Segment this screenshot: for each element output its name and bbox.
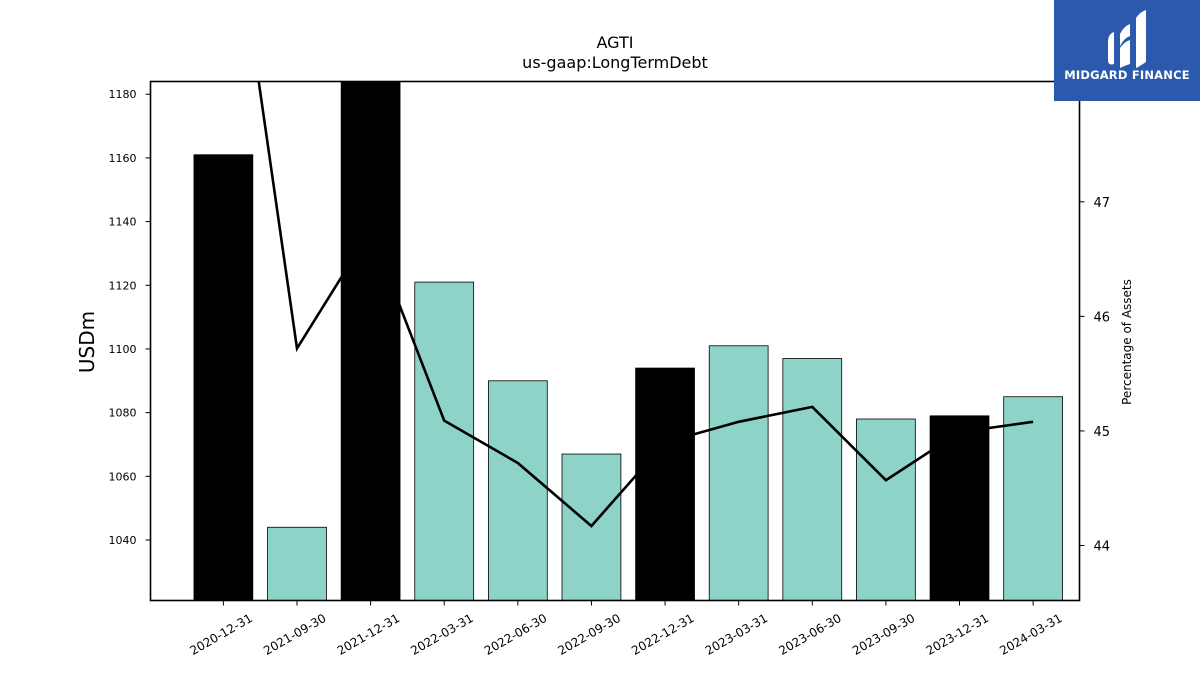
bar-2022-06-30 [487, 380, 548, 601]
logo-mark-icon [1108, 10, 1146, 68]
chart-subtitle: us-gaap:LongTermDebt [522, 53, 708, 72]
x-tick-label: 2023-06-30 [776, 611, 843, 658]
bar-2022-03-31 [414, 281, 475, 601]
x-tick-label: 2021-12-31 [335, 611, 402, 658]
line-series [257, 81, 1034, 528]
x-tick-label: 2021-09-30 [261, 611, 328, 658]
y-tick-label: 1080 [109, 407, 137, 420]
y2-tick-label: 47 [1094, 196, 1111, 211]
brand-name: MIDGARD FINANCE [1064, 68, 1190, 82]
y-tick-label: 1120 [109, 279, 137, 292]
x-tick-label: 2022-09-30 [556, 611, 623, 658]
chart-title: AGTI [597, 33, 634, 52]
bar-series [193, 81, 1063, 601]
percentage-line [257, 81, 1034, 528]
y-tick-label: 1160 [109, 152, 137, 165]
y2-axis-label: Percentage of Assets [1120, 279, 1134, 405]
y2-tick-label: 44 [1094, 540, 1111, 555]
bar-2021-09-30 [267, 526, 327, 601]
bar-2023-06-30 [782, 358, 843, 601]
x-tick-label: 2023-09-30 [850, 611, 917, 658]
brand-logo: MIDGARD FINANCE [1054, 0, 1200, 101]
x-tick-label: 2024-03-31 [997, 611, 1064, 658]
x-tick-label: 2023-12-31 [924, 611, 991, 658]
y-tick-label: 1140 [109, 216, 137, 229]
y2-tick-label: 46 [1094, 310, 1111, 325]
x-tick-label: 2022-06-30 [482, 611, 549, 658]
x-tick-label: 2020-12-31 [187, 611, 254, 658]
plot-frame [149, 80, 1081, 602]
x-tick-label: 2022-03-31 [408, 611, 475, 658]
x-tick-label: 2022-12-31 [629, 611, 696, 658]
x-axis: 2020-12-31 2021-09-30 2021-12-31 2022-03-31… [187, 600, 1065, 658]
y-tick-label: 1180 [109, 88, 137, 101]
bar-2020-12-31 [193, 154, 254, 601]
y-tick-label: 1100 [109, 343, 137, 356]
bar-2023-12-31 [929, 415, 990, 601]
y-axis-right: 44 45 46 47 [1079, 196, 1111, 555]
bar-2024-03-31 [1003, 396, 1063, 601]
bar-2023-09-30 [856, 418, 916, 601]
bar-2022-12-31 [635, 367, 695, 601]
bar-2021-12-31 [340, 81, 401, 601]
y-tick-label: 1040 [109, 534, 137, 547]
y-axis-label: USDm [75, 311, 99, 373]
bar-2023-03-31 [708, 345, 769, 601]
y-tick-label: 1060 [109, 470, 137, 483]
y2-tick-label: 45 [1094, 425, 1111, 440]
y-axis-left: 1040 1060 1080 1100 1120 1140 1160 1180 [109, 88, 151, 547]
x-tick-label: 2023-03-31 [703, 611, 770, 658]
